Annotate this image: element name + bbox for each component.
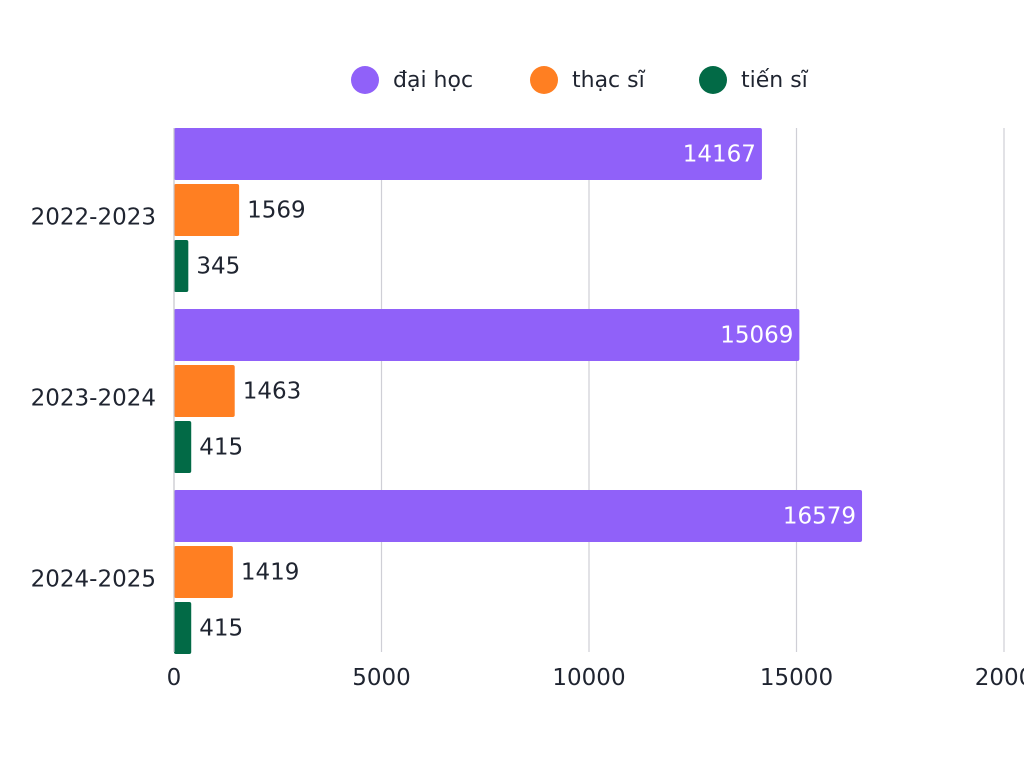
x-tick-label: 15000 <box>760 665 833 691</box>
data-label: 345 <box>196 254 240 280</box>
data-label: 415 <box>199 435 243 461</box>
legend-swatch <box>699 66 727 94</box>
bars <box>174 128 863 654</box>
bar <box>174 184 240 236</box>
axes: 0 5000 10000 15000 2000 2022-2023 2023-2024 202… <box>31 128 1024 691</box>
bar <box>174 421 192 473</box>
legend-item: tiến sĩ <box>699 66 809 94</box>
data-labels: 14167 1569 345 15069 1463 415 16579 1419 415 <box>196 142 856 642</box>
category-label: 2024-2025 <box>31 567 156 593</box>
legend-item: đại học <box>351 66 473 94</box>
data-label: 1463 <box>243 379 302 405</box>
bar <box>174 240 189 292</box>
bar <box>174 490 863 542</box>
bar <box>174 602 192 654</box>
legend-swatch <box>530 66 558 94</box>
data-label: 1419 <box>241 560 300 586</box>
x-tick-label: 0 <box>167 665 182 691</box>
data-label: 1569 <box>247 198 306 224</box>
legend-label: tiến sĩ <box>741 68 809 93</box>
x-tick-label: 2000 <box>975 665 1024 691</box>
grid-lines <box>380 128 1005 652</box>
legend-label: đại học <box>393 68 473 93</box>
legend-item: thạc sĩ <box>530 66 646 94</box>
x-tick-label: 10000 <box>552 665 625 691</box>
bar <box>174 365 235 417</box>
category-label: 2022-2023 <box>31 205 156 231</box>
data-label: 16579 <box>783 504 856 530</box>
legend-swatch <box>351 66 379 94</box>
bar <box>174 309 800 361</box>
data-label: 15069 <box>720 323 793 349</box>
x-tick-label: 5000 <box>352 665 411 691</box>
category-label: 2023-2024 <box>31 386 156 412</box>
data-label: 415 <box>199 616 243 642</box>
data-label: 14167 <box>683 142 756 168</box>
bar <box>174 546 233 598</box>
legend: đại học thạc sĩ tiến sĩ <box>351 66 809 94</box>
bar <box>174 128 762 180</box>
legend-label: thạc sĩ <box>572 68 646 93</box>
